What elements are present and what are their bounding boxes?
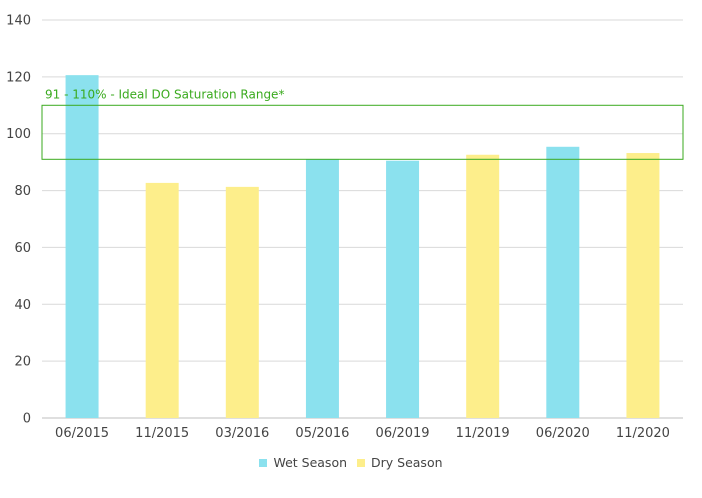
y-tick-label: 0 bbox=[23, 412, 31, 427]
bar-wet-season bbox=[65, 75, 99, 418]
legend-label-dry: Dry Season bbox=[371, 455, 443, 470]
x-tick-label: 11/2015 bbox=[135, 426, 189, 441]
legend-item-wet: Wet Season bbox=[259, 455, 347, 470]
y-axis-ticks: 0 20 40 60 80 100 120 140 bbox=[6, 14, 31, 427]
legend-label-wet: Wet Season bbox=[273, 455, 348, 470]
chart: 91 - 110% - Ideal DO Saturation Range* 0… bbox=[6, 14, 684, 441]
bar-dry-season bbox=[145, 182, 179, 418]
x-tick-label: 11/2019 bbox=[456, 426, 510, 441]
legend-swatch-dry bbox=[357, 458, 366, 467]
legend: Wet Season Dry Season bbox=[0, 455, 702, 470]
ideal-range-box bbox=[41, 104, 684, 160]
x-tick-label: 05/2016 bbox=[295, 426, 349, 441]
x-axis-ticks: 06/2015 11/2015 03/2016 05/2016 06/2019 11/20… bbox=[55, 426, 670, 441]
x-tick-label: 06/2019 bbox=[376, 426, 430, 441]
y-tick-label: 120 bbox=[6, 70, 31, 85]
bar-dry-season bbox=[626, 153, 660, 418]
bar-wet-season bbox=[305, 159, 339, 419]
x-tick-label: 06/2020 bbox=[536, 426, 590, 441]
gridlines bbox=[42, 19, 683, 419]
y-tick-label: 20 bbox=[14, 355, 31, 370]
y-tick-label: 80 bbox=[14, 184, 31, 199]
bar-dry-season bbox=[466, 154, 500, 418]
y-tick-label: 40 bbox=[14, 298, 31, 313]
bar-wet-season bbox=[546, 146, 580, 418]
bars bbox=[65, 75, 660, 419]
ideal-range-label: 91 - 110% - Ideal DO Saturation Range* bbox=[45, 87, 284, 101]
legend-swatch-wet bbox=[259, 458, 268, 467]
y-tick-label: 140 bbox=[6, 14, 31, 29]
x-tick-label: 11/2020 bbox=[616, 426, 670, 441]
bar-wet-season bbox=[386, 160, 420, 418]
y-tick-label: 60 bbox=[14, 241, 31, 256]
y-tick-label: 100 bbox=[6, 127, 31, 142]
x-tick-label: 06/2015 bbox=[55, 426, 109, 441]
legend-item-dry: Dry Season bbox=[357, 455, 443, 470]
bar-dry-season bbox=[225, 186, 259, 418]
ideal-range-band: 91 - 110% - Ideal DO Saturation Range* bbox=[41, 87, 684, 160]
x-tick-label: 03/2016 bbox=[215, 426, 269, 441]
